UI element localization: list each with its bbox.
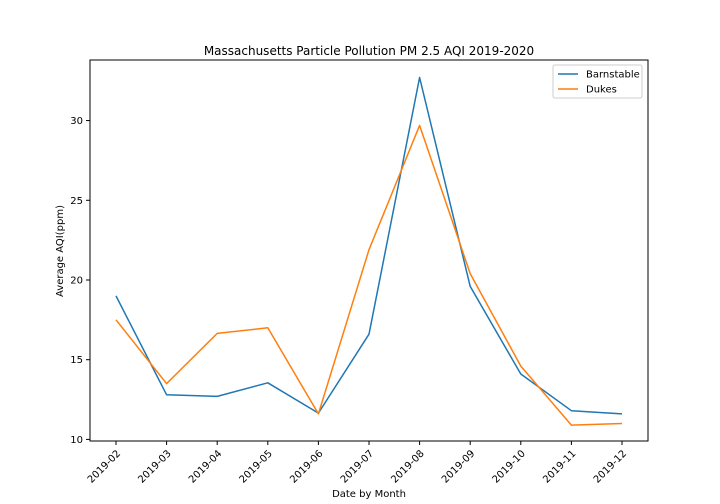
y-axis-label: Average AQI(ppm): [55, 205, 66, 297]
x-tick-label: 2019-05: [238, 448, 275, 485]
y-tick-label: 15: [70, 355, 83, 366]
x-axis: 2019-02 2019-03 2019-04 2019-05 2019-06 2019-…: [86, 441, 629, 486]
x-axis-label: Date by Month: [332, 489, 406, 500]
x-tick-label: 2019-06: [288, 448, 325, 485]
legend-label: Barnstable: [586, 70, 640, 81]
y-tick-label: 20: [70, 275, 83, 286]
series-line-dukes: [115, 124, 623, 426]
series-line-barnstable: [115, 76, 623, 415]
legend: Barnstable Dukes: [552, 64, 643, 99]
chart-title: Massachusetts Particle Pollution PM 2.5 …: [204, 44, 534, 58]
series-lines: [115, 76, 623, 426]
y-tick-label: 25: [70, 196, 83, 207]
x-tick-label: 2019-03: [136, 448, 173, 485]
x-tick-label: 2019-09: [440, 448, 477, 485]
legend-label: Dukes: [586, 85, 617, 96]
x-tick-label: 2019-12: [592, 448, 629, 485]
y-tick-label: 10: [70, 435, 83, 446]
x-tick-label: 2019-08: [389, 448, 426, 485]
x-tick-label: 2019-02: [86, 448, 123, 485]
x-tick-label: 2019-07: [339, 448, 376, 485]
y-tick-label: 30: [70, 116, 83, 127]
x-tick-label: 2019-10: [491, 448, 528, 485]
y-axis: 10 15 20 25 30: [70, 116, 90, 446]
x-tick-label: 2019-04: [187, 448, 224, 485]
x-tick-label: 2019-11: [541, 448, 578, 485]
